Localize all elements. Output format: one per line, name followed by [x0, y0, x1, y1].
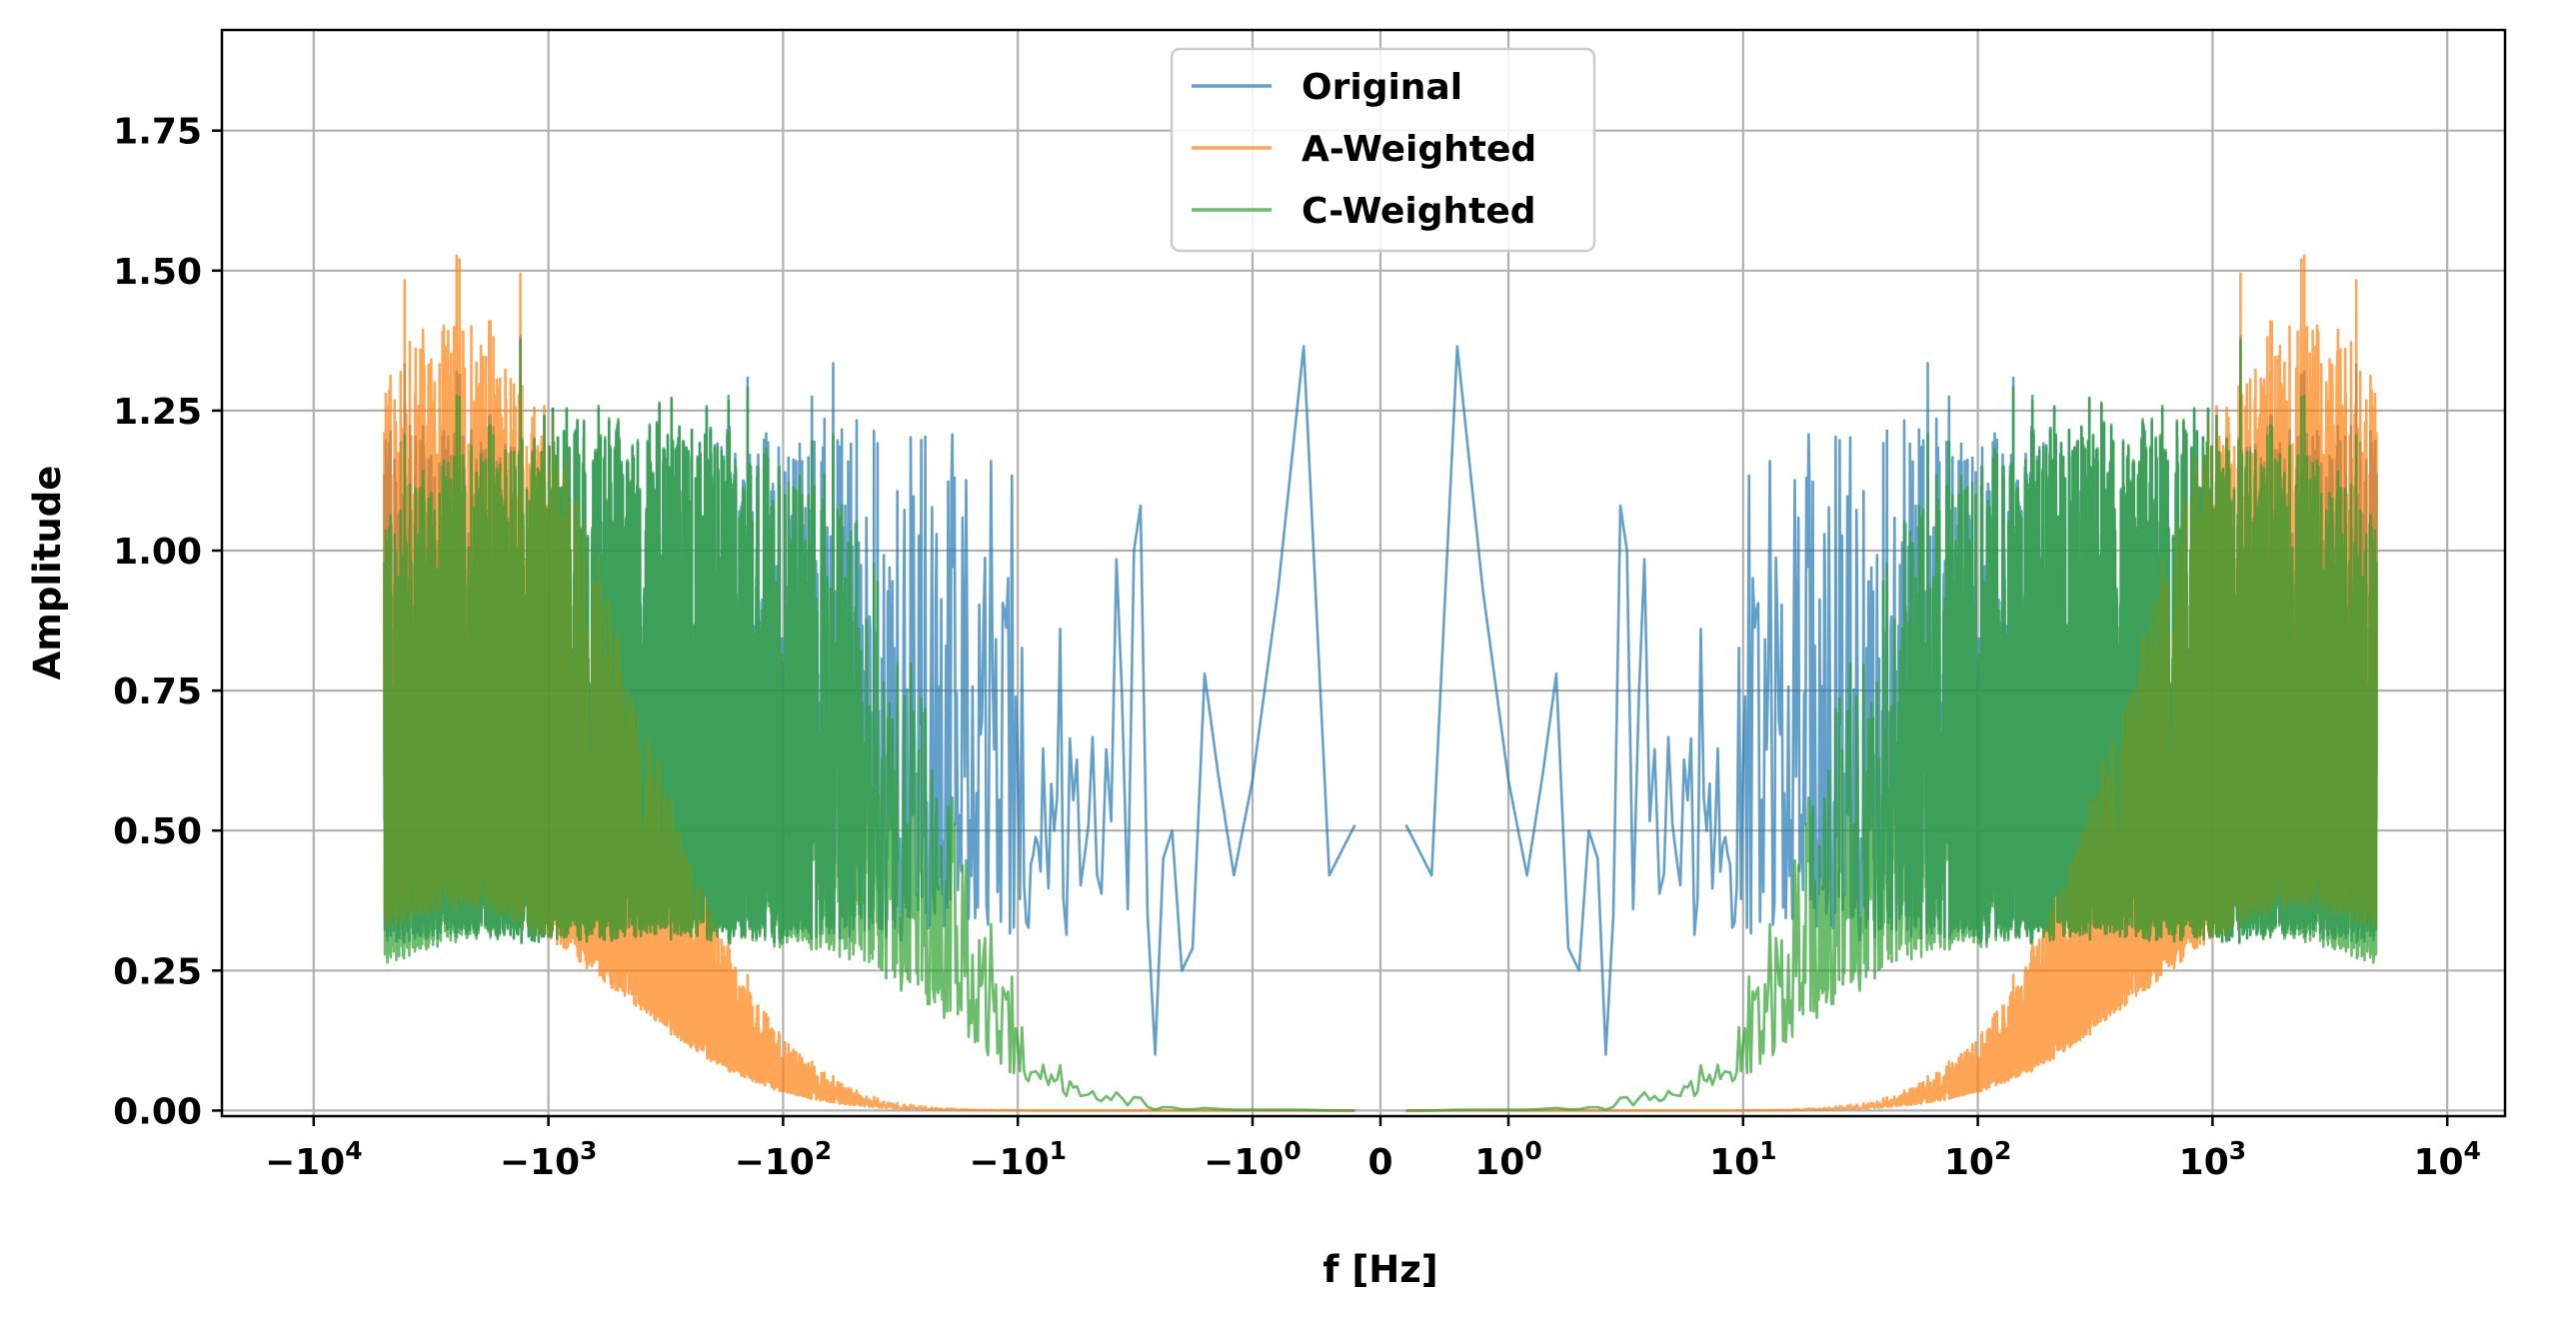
legend-label-a-weighted: A-Weighted — [1301, 129, 1536, 170]
x-tick-label: 100 — [1474, 1136, 1542, 1183]
y-tick-label: 1.25 — [113, 392, 202, 433]
legend-box — [1170, 47, 1596, 253]
series-c-weighted — [383, 339, 2378, 1112]
legend-label-original: Original — [1301, 67, 1462, 108]
y-tick-label: 1.50 — [113, 252, 202, 293]
x-tick-label: −103 — [500, 1136, 598, 1183]
legend: Original A-Weighted C-Weighted — [1170, 47, 1596, 253]
x-axis-label: f [Hz] — [1322, 1248, 1437, 1291]
x-tick-label: 102 — [1944, 1136, 2012, 1183]
x-tick-label: −104 — [265, 1136, 363, 1183]
y-tick-label: 0.50 — [113, 811, 202, 852]
x-tick-label: 101 — [1709, 1136, 1777, 1183]
series-layer — [383, 254, 2378, 1112]
y-axis-ticks: 0.00 0.25 0.50 0.75 1.00 1.25 1.50 1.75 — [113, 112, 222, 1132]
y-tick-label: 0.25 — [113, 951, 202, 992]
x-axis-ticks: −104 −103 −102 −101 −100 0 100 101 102 103 104 — [265, 1116, 2481, 1183]
y-axis-label: Amplitude — [26, 466, 69, 680]
y-tick-label: 0.75 — [113, 671, 202, 712]
series-c-weighted-positive — [1405, 339, 2378, 1112]
y-tick-label: 1.00 — [113, 532, 202, 573]
legend-label-c-weighted: C-Weighted — [1301, 191, 1536, 232]
y-tick-label: 0.00 — [113, 1091, 202, 1132]
x-tick-label: −100 — [1204, 1136, 1301, 1183]
series-c-weighted-negative — [383, 339, 1355, 1112]
x-tick-label: −102 — [735, 1136, 833, 1183]
x-tick-label: 0 — [1367, 1142, 1392, 1183]
plot-frame — [220, 28, 2507, 1118]
x-tick-label: −101 — [969, 1136, 1067, 1183]
y-tick-label: 1.75 — [113, 112, 202, 153]
x-tick-label: 104 — [2413, 1136, 2481, 1183]
x-tick-label: 103 — [2179, 1136, 2247, 1183]
